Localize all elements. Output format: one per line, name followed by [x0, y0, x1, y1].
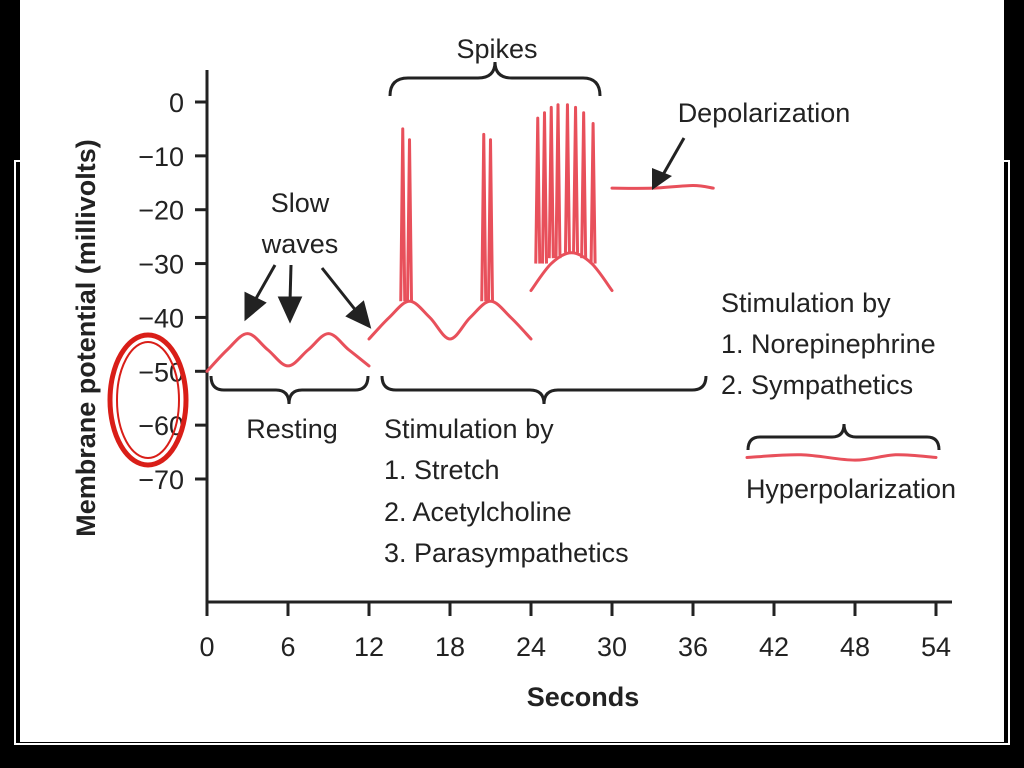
x-axis-title: Seconds — [527, 682, 640, 712]
stim-left-line4: 3. Parasympathetics — [384, 538, 629, 568]
spike-4 — [487, 138, 494, 302]
x-axis-ticks: 0 6 12 18 24 30 36 42 48 54 — [199, 602, 951, 662]
y-tick-label: −70 — [138, 465, 184, 495]
spike-1 — [399, 127, 407, 302]
highlight-ellipse-inner — [116, 341, 180, 459]
spike-11 — [580, 111, 588, 259]
slow-waves-label-line2: waves — [261, 229, 339, 259]
stimulation-brace — [380, 375, 708, 405]
hyperpolarization-brace — [746, 423, 941, 451]
stim-right-line3: 2. Sympathetics — [721, 370, 913, 400]
spike-8 — [554, 103, 562, 259]
series-line-4 — [610, 183, 715, 190]
x-tick-label: 48 — [840, 632, 870, 662]
stim-left-line3: 2. Acetylcholine — [384, 497, 572, 527]
x-tick-label: 24 — [516, 632, 546, 662]
x-tick-label: 42 — [759, 632, 789, 662]
x-tick-label: 36 — [678, 632, 708, 662]
stim-right-line1: Stimulation by — [721, 288, 891, 318]
x-tick-label: 18 — [435, 632, 465, 662]
hyperpolarization-label: Hyperpolarization — [746, 474, 956, 504]
y-tick-label: −10 — [138, 142, 184, 172]
spike-9 — [563, 103, 571, 253]
spike-7 — [547, 105, 555, 259]
depolarization-arrowhead — [652, 168, 672, 190]
top-panel — [20, 0, 1004, 160]
x-tick-label: 30 — [597, 632, 627, 662]
y-tick-label: −40 — [138, 303, 184, 333]
inner-frame-line — [14, 160, 1010, 745]
spike-10 — [572, 105, 580, 253]
stim-right-line2: 1. Norepinephrine — [721, 329, 936, 359]
spike-6 — [541, 111, 548, 264]
slow-waves-label-line1: Slow — [271, 188, 330, 218]
spike-5 — [534, 116, 542, 264]
y-tick-label: −20 — [138, 196, 184, 226]
resting-brace — [209, 375, 370, 405]
x-tick-label: 54 — [921, 632, 951, 662]
series-line-1 — [205, 332, 371, 373]
series-line-2 — [367, 299, 533, 341]
spikes-brace — [388, 61, 602, 97]
trace-group — [205, 103, 938, 462]
depolarization-label: Depolarization — [678, 98, 851, 128]
spikes-label: Spikes — [456, 34, 537, 64]
y-axis-title: Membrane potential (millivolts) — [71, 139, 101, 537]
x-tick-label: 6 — [280, 632, 295, 662]
y-tick-label: −30 — [138, 250, 184, 280]
bottom-border — [0, 742, 1024, 768]
slow-wave-arrows — [244, 264, 372, 329]
x-tick-label: 12 — [354, 632, 384, 662]
spike-3 — [480, 132, 488, 302]
series-line-5 — [745, 453, 938, 462]
spike-2 — [406, 138, 413, 302]
spike-12 — [589, 122, 597, 264]
series-line-3 — [529, 251, 614, 292]
y-tick-label: 0 — [169, 88, 184, 118]
stim-left-line2: 1. Stretch — [384, 455, 500, 485]
x-tick-label: 0 — [199, 632, 214, 662]
resting-label: Resting — [246, 414, 338, 444]
highlight-ellipse — [107, 332, 189, 468]
stim-left-line1: Stimulation by — [384, 414, 554, 444]
